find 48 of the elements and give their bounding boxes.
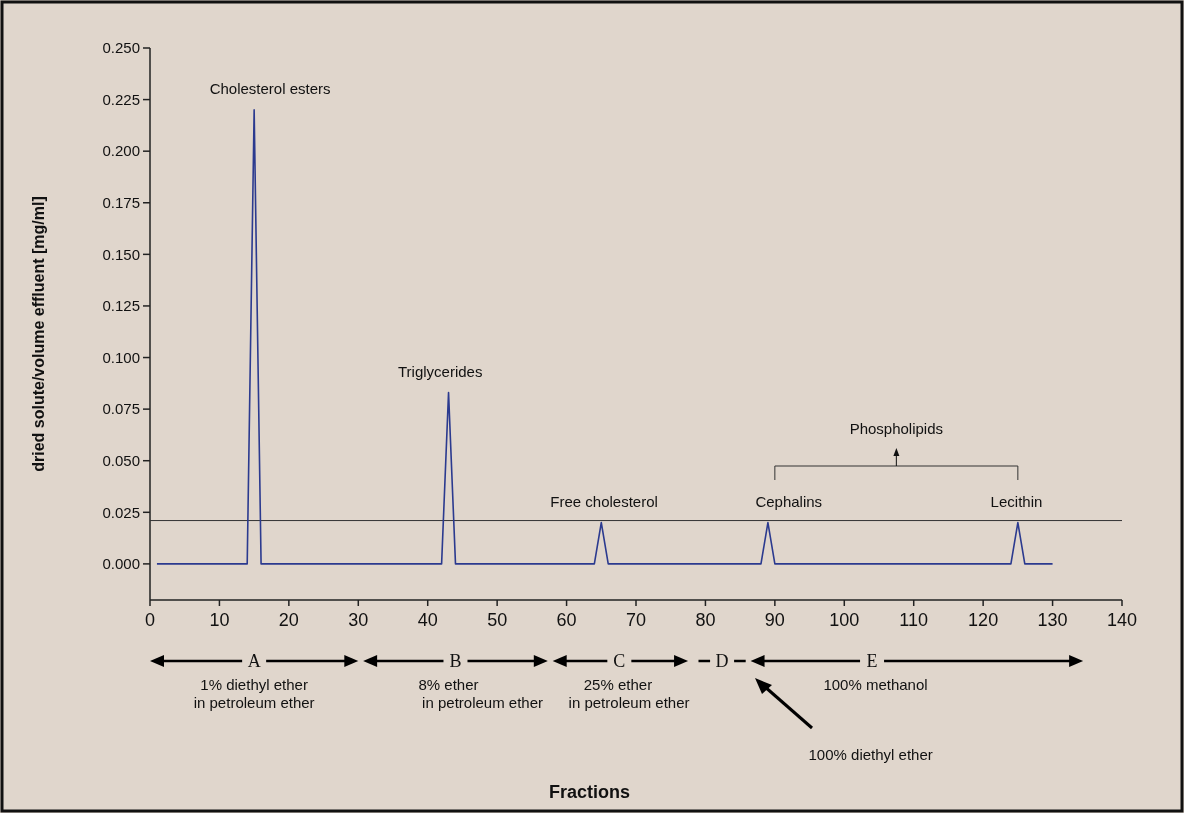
- x-tick-label: 60: [556, 610, 577, 630]
- text: 25% ether: [583, 676, 653, 693]
- x-tick-label: 90: [764, 610, 785, 630]
- text: Fractions: [548, 782, 630, 802]
- x-tick-label: 30: [348, 610, 369, 630]
- x-tick-label: 140: [1106, 610, 1138, 630]
- text: 1% diethyl ether: [200, 676, 308, 693]
- y-tick-label: 0.125: [102, 297, 140, 315]
- y-tick-label: 0.175: [102, 194, 140, 212]
- text: 8% ether: [418, 676, 479, 693]
- line-series: [156, 109, 1054, 565]
- y-tick-label: 0.100: [102, 348, 140, 366]
- x-tick-label: 50: [487, 610, 508, 630]
- x-tick-label: 40: [417, 610, 438, 630]
- annotation: Cephalins: [755, 492, 823, 510]
- text: in petroleum ether: [422, 694, 544, 711]
- annotation: Lecithin: [990, 492, 1043, 510]
- annotation: Cholesterol esters: [209, 79, 331, 97]
- text: E: [866, 651, 878, 671]
- y-tick-label: 0.200: [102, 142, 140, 160]
- text: 100% methanol: [823, 676, 928, 693]
- x-tick-label: 70: [625, 610, 647, 630]
- x-tick-label: 100: [829, 610, 860, 630]
- annotation: Free cholesterol: [550, 492, 658, 510]
- text: D: [715, 651, 729, 671]
- text: A: [247, 651, 261, 671]
- y-tick-label: 0.050: [102, 451, 140, 469]
- x-tick-label: 110: [899, 610, 929, 630]
- text: in petroleum ether: [568, 694, 690, 711]
- x-tick-label: 120: [968, 610, 999, 630]
- annotation: Triglycerides: [397, 362, 483, 380]
- y-tick-label: 0.075: [102, 400, 140, 418]
- y-tick-label: 0.150: [102, 245, 140, 263]
- y-axis-title: dried solute/volume effluent [mg/ml]: [30, 196, 47, 472]
- x-tick-label: 80: [695, 610, 716, 630]
- text: in petroleum ether: [193, 694, 315, 711]
- x-tick-label: 20: [278, 610, 299, 630]
- text: C: [613, 651, 626, 671]
- y-tick-label: 0.025: [102, 503, 140, 521]
- y-tick-label: 0.000: [102, 555, 140, 573]
- x-tick-label: 130: [1037, 610, 1068, 630]
- x-tick-label: 0: [144, 610, 156, 630]
- y-tick-label: 0.225: [102, 90, 140, 108]
- text: 100% diethyl ether: [808, 746, 933, 763]
- y-tick-label: 0.250: [102, 39, 140, 57]
- x-tick-label: 10: [209, 610, 230, 630]
- text: B: [449, 651, 462, 671]
- annotation: Phospholipids: [849, 420, 944, 437]
